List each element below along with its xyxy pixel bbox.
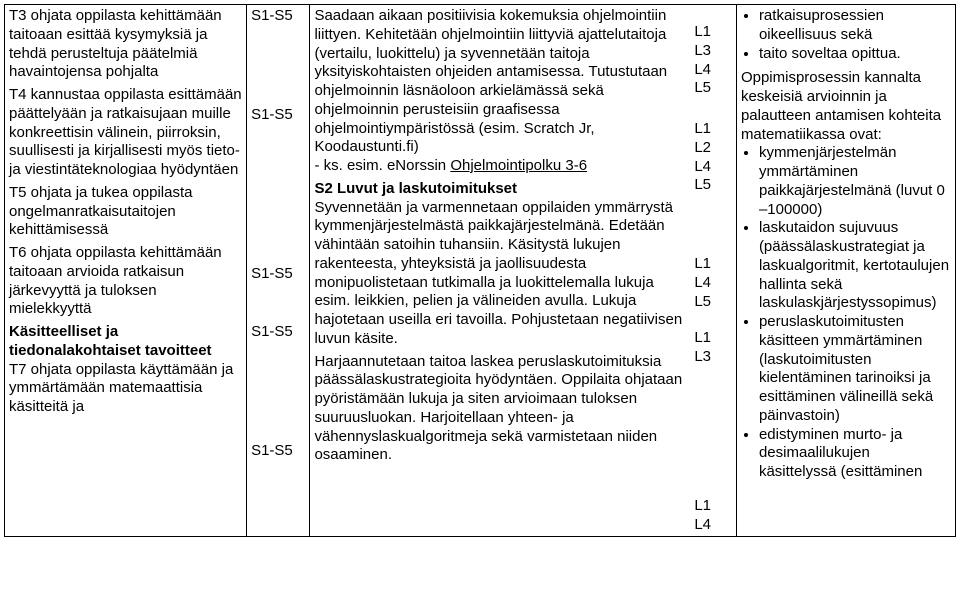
- list-item: edistyminen murto- ja desimaalilukujen k…: [759, 426, 951, 482]
- l-code: L1: [694, 255, 732, 274]
- l-code: L4: [694, 516, 732, 535]
- assessment-cell: ratkaisuprosessien oikeellisuus sekä tai…: [736, 5, 955, 537]
- objective-t7: T7 ohjata oppilasta käyttämään ja ymmärt…: [9, 361, 242, 417]
- list-item: taito soveltaa opittua.: [759, 45, 951, 64]
- l-code: L3: [694, 42, 732, 61]
- l-code: L1: [694, 120, 732, 139]
- l-code: L1: [694, 23, 732, 42]
- list-item: laskutaidon sujuvuus (päässälaskustrateg…: [759, 219, 951, 313]
- bullet-list-main: kymmenjärjestelmän ymmärtäminen paikkajä…: [741, 144, 951, 482]
- l-code: L5: [694, 79, 732, 98]
- content-p1b: - ks. esim. eNorssin Ohjelmointipolku 3-…: [314, 157, 686, 176]
- l-code: L2: [694, 139, 732, 158]
- l-code: L5: [694, 176, 732, 195]
- s-codes-cell: S1-S5 S1-S5 S1-S5 S1-S5 S1-S5: [247, 5, 310, 537]
- objective-t4: T4 kannustaa oppilasta esittämään päätte…: [9, 86, 242, 180]
- objective-t3: T3 ohjata oppilasta kehittämään taitoaan…: [9, 7, 242, 82]
- content-heading-s2: S2 Luvut ja laskutoimitukset: [314, 180, 686, 199]
- s-code: S1-S5: [251, 7, 305, 26]
- l-code: L1: [694, 497, 732, 516]
- content-p3: Harjaannutetaan taitoa laskea peruslasku…: [314, 353, 686, 466]
- content-p1: Saadaan aikaan positiivisia kokemuksia o…: [314, 7, 686, 157]
- objectives-heading: Käsitteelliset ja tiedonalakohtaiset tav…: [9, 323, 242, 361]
- list-item: kymmenjärjestelmän ymmärtäminen paikkajä…: [759, 144, 951, 219]
- content-cell: Saadaan aikaan positiivisia kokemuksia o…: [310, 5, 690, 537]
- list-item: ratkaisuprosessien oikeellisuus sekä: [759, 7, 951, 45]
- bullet-list-top: ratkaisuprosessien oikeellisuus sekä tai…: [741, 7, 951, 63]
- s-code: S1-S5: [251, 106, 305, 125]
- l-code: L4: [694, 61, 732, 80]
- content-p2: Syvennetään ja varmennetaan oppilaiden y…: [314, 199, 686, 349]
- assessment-intro: Oppimisprosessin kannalta keskeisiä arvi…: [741, 69, 951, 144]
- l-code: L4: [694, 274, 732, 293]
- s-code: S1-S5: [251, 323, 305, 342]
- s-code: S1-S5: [251, 442, 305, 461]
- l-code: L5: [694, 293, 732, 312]
- l-code: L4: [694, 158, 732, 177]
- objective-t5: T5 ohjata ja tukea oppilasta ongelmanrat…: [9, 184, 242, 240]
- s-code: S1-S5: [251, 265, 305, 284]
- objective-t6: T6 ohjata oppilasta kehittämään taitoaan…: [9, 244, 242, 319]
- objectives-cell: T3 ohjata oppilasta kehittämään taitoaan…: [5, 5, 247, 537]
- list-item: peruslaskutoimitusten käsitteen ymmärtäm…: [759, 313, 951, 426]
- l-code: L3: [694, 348, 732, 367]
- l-codes-cell: L1 L3 L4 L5 L1 L2 L4 L5 L1 L4 L5 L1 L3 L…: [690, 5, 736, 537]
- l-code: L1: [694, 329, 732, 348]
- curriculum-table: T3 ohjata oppilasta kehittämään taitoaan…: [4, 4, 956, 537]
